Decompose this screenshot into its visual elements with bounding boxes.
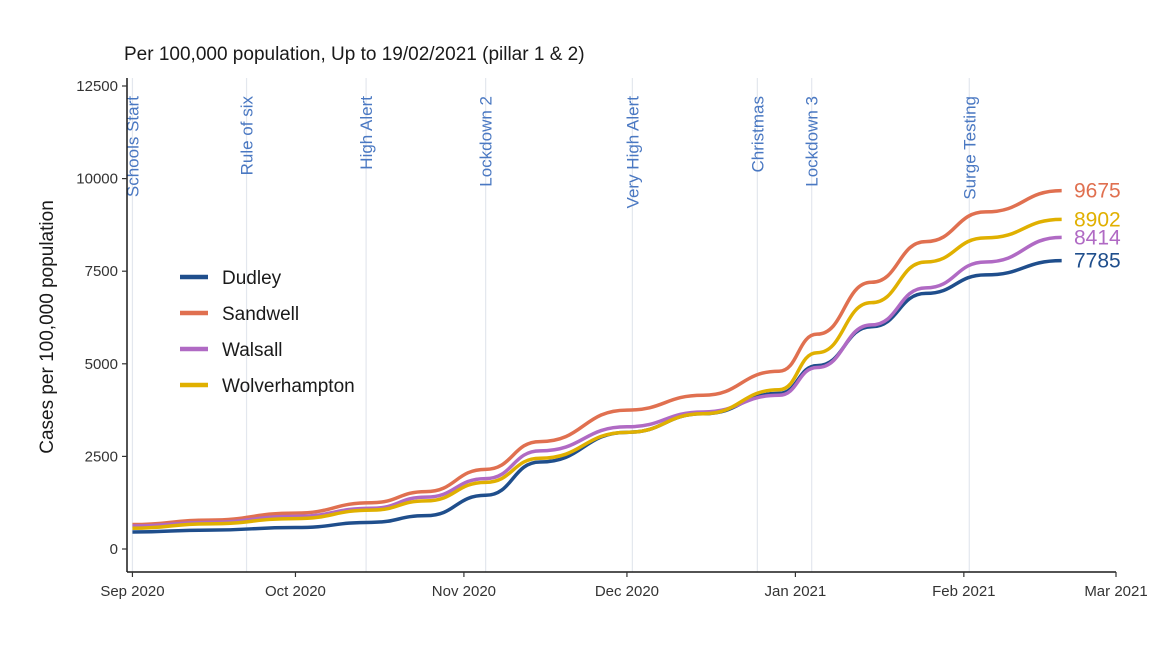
legend-label: Walsall — [222, 340, 283, 361]
x-tick-label: Nov 2020 — [432, 583, 496, 600]
legend-label: Sandwell — [222, 304, 299, 325]
y-tick-label: 0 — [110, 541, 118, 558]
event-label: Lockdown 2 — [477, 96, 496, 187]
series-line-wolverhampton — [132, 217, 1062, 531]
y-tick-label: 7500 — [85, 263, 118, 280]
x-tick-label: Oct 2020 — [265, 583, 326, 600]
series-line-sandwell — [132, 188, 1062, 527]
x-tick-label: Mar 2021 — [1084, 583, 1147, 600]
event-label: Schools Start — [123, 96, 142, 197]
x-tick-label: Feb 2021 — [932, 583, 995, 600]
axes: 0 2500 5000 7500 10000 12500 Sep 2020 Oct 2020 N… — [76, 78, 1148, 600]
event-label: Christmas — [748, 96, 767, 173]
series-line-walsall — [132, 235, 1062, 528]
event-markers: Schools Start Rule of six High Alert Lockdo… — [123, 78, 979, 572]
x-tick-label: Sep 2020 — [100, 583, 164, 600]
end-label-sandwell: 9675 — [1074, 180, 1121, 203]
end-label-walsall: 8414 — [1074, 226, 1121, 249]
x-tick-label: Dec 2020 — [595, 583, 659, 600]
x-tick-label: Jan 2021 — [765, 583, 827, 600]
y-tick-label: 5000 — [85, 356, 118, 373]
event-label: High Alert — [357, 96, 376, 170]
y-axis-label: Cases per 100,000 population — [37, 200, 58, 454]
end-label-dudley: 7785 — [1074, 250, 1121, 273]
event-label: Surge Testing — [960, 96, 979, 200]
y-tick-label: 2500 — [85, 448, 118, 465]
series-lines — [132, 188, 1062, 534]
y-tick-label: 12500 — [76, 78, 118, 95]
chart-title: Per 100,000 population, Up to 19/02/2021… — [124, 44, 585, 65]
legend: Dudley Sandwell Walsall Wolverhampton — [180, 268, 355, 397]
event-label: Lockdown 3 — [803, 96, 822, 187]
y-tick-label: 10000 — [76, 171, 118, 188]
end-label-wolverhampton: 8902 — [1074, 208, 1121, 231]
legend-label: Wolverhampton — [222, 376, 355, 397]
legend-label: Dudley — [222, 268, 282, 289]
event-label: Rule of six — [238, 96, 257, 176]
event-label: Very High Alert — [623, 96, 642, 209]
